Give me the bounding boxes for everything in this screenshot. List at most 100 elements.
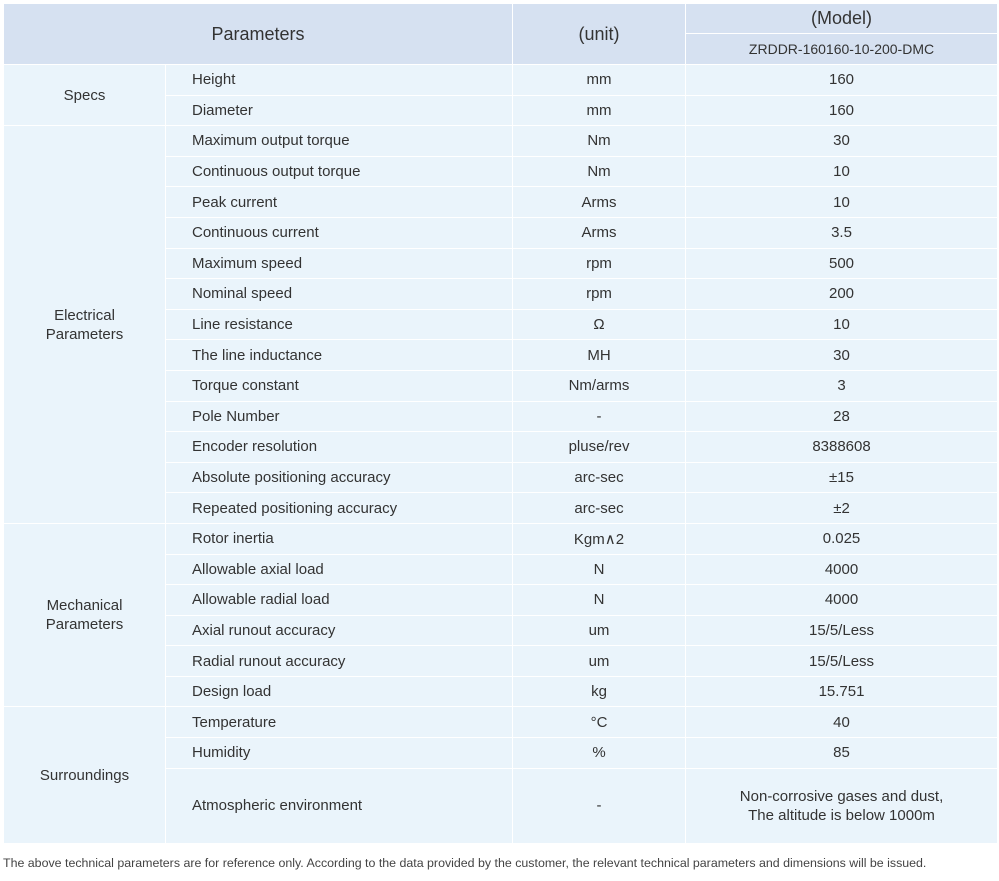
value-cell: 10 bbox=[685, 308, 999, 341]
table-row: Continuous output torque Nm 10 bbox=[4, 155, 999, 188]
value-line: Non-corrosive gases and dust, bbox=[739, 787, 944, 805]
value-cell: 28 bbox=[685, 400, 999, 433]
param-cell: Encoder resolution bbox=[164, 431, 514, 463]
table-row: Peak current Arms 10 bbox=[4, 186, 999, 218]
param-cell: Line resistance bbox=[164, 308, 514, 341]
value-cell: 30 bbox=[685, 339, 999, 371]
value-cell: ±15 bbox=[685, 461, 999, 494]
table-row: Diameter mm 160 bbox=[4, 94, 999, 127]
group-name: Surroundings bbox=[39, 766, 130, 784]
param-cell: Humidity bbox=[164, 737, 514, 769]
value-cell: 3.5 bbox=[685, 216, 999, 249]
param-cell: Nominal speed bbox=[164, 278, 514, 310]
group-name: Specs bbox=[63, 86, 106, 104]
value-cell: 15/5/Less bbox=[685, 614, 999, 647]
footnote: The above technical parameters are for r… bbox=[3, 856, 927, 870]
param-cell: Torque constant bbox=[164, 369, 514, 402]
unit-cell: arc-sec bbox=[512, 461, 687, 494]
value-cell: Non-corrosive gases and dust, The altitud… bbox=[685, 767, 999, 844]
param-cell: Axial runout accuracy bbox=[164, 614, 514, 647]
param-cell: Design load bbox=[164, 675, 514, 708]
unit-cell: N bbox=[512, 584, 687, 616]
value-cell: 4000 bbox=[685, 584, 999, 616]
param-cell: Diameter bbox=[164, 94, 514, 127]
unit-cell: MH bbox=[512, 339, 687, 371]
table-row: Line resistance Ω 10 bbox=[4, 308, 999, 341]
table-row: Torque constant Nm/arms 3 bbox=[4, 369, 999, 402]
value-cell: 160 bbox=[685, 64, 999, 96]
param-cell: Continuous output torque bbox=[164, 155, 514, 188]
value-cell: 0.025 bbox=[685, 522, 999, 555]
header-cell: (Model) bbox=[685, 3, 999, 34]
group-cell: Electrical Parameters bbox=[3, 125, 166, 524]
unit-cell: arc-sec bbox=[512, 492, 687, 524]
unit-cell: rpm bbox=[512, 247, 687, 280]
table-row: Repeated positioning accuracy arc-sec ±2 bbox=[4, 492, 999, 524]
header-cell: ZRDDR-160160-10-200-DMC bbox=[685, 33, 999, 65]
param-cell: Temperature bbox=[164, 706, 514, 739]
value-cell: 500 bbox=[685, 247, 999, 280]
unit-cell: Nm/arms bbox=[512, 369, 687, 402]
param-cell: Radial runout accuracy bbox=[164, 645, 514, 677]
unit-cell: Arms bbox=[512, 186, 687, 218]
table-row: Maximum speed rpm 500 bbox=[4, 247, 999, 280]
group-cell: Mechanical Parameters bbox=[3, 522, 166, 708]
table-row: Surroundings Temperature °C 40 bbox=[3, 706, 999, 844]
value-cell: 15.751 bbox=[685, 675, 999, 708]
param-cell: Peak current bbox=[164, 186, 514, 218]
value-cell: 10 bbox=[685, 155, 999, 188]
param-cell: The line inductance bbox=[164, 339, 514, 371]
table-row: Allowable axial load N 4000 bbox=[4, 553, 999, 586]
table-row: Radial runout accuracy um 15/5/Less bbox=[4, 645, 999, 677]
param-cell: Atmospheric environment bbox=[164, 767, 514, 844]
value-cell: ±2 bbox=[685, 492, 999, 524]
param-cell: Pole Number bbox=[164, 400, 514, 433]
table-row: Encoder resolution pluse/rev 8388608 bbox=[4, 431, 999, 463]
param-cell: Rotor inertia bbox=[164, 522, 514, 555]
value-cell: 4000 bbox=[685, 553, 999, 586]
table-row: Electrical Parameters Maximum output torq… bbox=[3, 125, 999, 524]
spec-table: Parameters (unit) (Model) ZRDDR-160160-1… bbox=[2, 3, 999, 844]
param-cell: Height bbox=[164, 64, 514, 96]
unit-cell: um bbox=[512, 645, 687, 677]
unit-cell: mm bbox=[512, 64, 687, 96]
unit-cell: Ω bbox=[512, 308, 687, 341]
group-cell: Specs bbox=[3, 63, 166, 127]
value-cell: 160 bbox=[685, 94, 999, 127]
value-cell: 200 bbox=[685, 278, 999, 310]
param-cell: Allowable axial load bbox=[164, 553, 514, 586]
param-cell: Allowable radial load bbox=[164, 584, 514, 616]
table-row: Atmospheric environment - Non-corrosive ga… bbox=[4, 767, 999, 844]
value-cell: 15/5/Less bbox=[685, 645, 999, 677]
table-row: Design load kg 15.751 bbox=[4, 675, 999, 708]
unit-cell: Nm bbox=[512, 125, 687, 157]
value-line: The altitude is below 1000m bbox=[748, 806, 935, 824]
unit-cell: pluse/rev bbox=[512, 431, 687, 463]
table-row: Specs Height mm 160 bbox=[3, 63, 999, 127]
param-cell: Continuous current bbox=[164, 216, 514, 249]
table-row: Humidity% 85 bbox=[4, 737, 999, 769]
group-name: Electrical Parameters bbox=[45, 306, 124, 343]
unit-cell: Nm bbox=[512, 155, 687, 188]
unit-cell: Kgm∧2 bbox=[512, 522, 687, 555]
param-cell: Absolute positioning accuracy bbox=[164, 461, 514, 494]
unit-cell: mm bbox=[512, 94, 687, 127]
unit-cell: rpm bbox=[512, 278, 687, 310]
param-cell: Repeated positioning accuracy bbox=[164, 492, 514, 524]
table-row: The line inductance MH 30 bbox=[4, 339, 999, 371]
table-row: Absolute positioning accuracy arc-sec ±15 bbox=[4, 461, 999, 494]
table-row: Nominal speed rpm 200 bbox=[4, 278, 999, 310]
header-cell: Parameters bbox=[2, 3, 514, 65]
param-cell: Maximum output torque bbox=[164, 125, 514, 157]
value-cell: 85 bbox=[685, 737, 999, 769]
group-cell: Surroundings bbox=[3, 706, 166, 844]
header-cell: (unit) bbox=[512, 3, 687, 65]
unit-cell: N bbox=[512, 553, 687, 586]
unit-cell: Arms bbox=[512, 216, 687, 249]
unit-cell: - bbox=[512, 767, 687, 844]
table-row: Axial runout accuracy um 15/5/Less bbox=[4, 614, 999, 647]
table-row: Mechanical Parameters Rotor inertia Kgm∧2 0… bbox=[3, 522, 999, 708]
param-cell: Maximum speed bbox=[164, 247, 514, 280]
group-name: Mechanical Parameters bbox=[45, 597, 124, 634]
unit-cell: kg bbox=[512, 675, 687, 708]
